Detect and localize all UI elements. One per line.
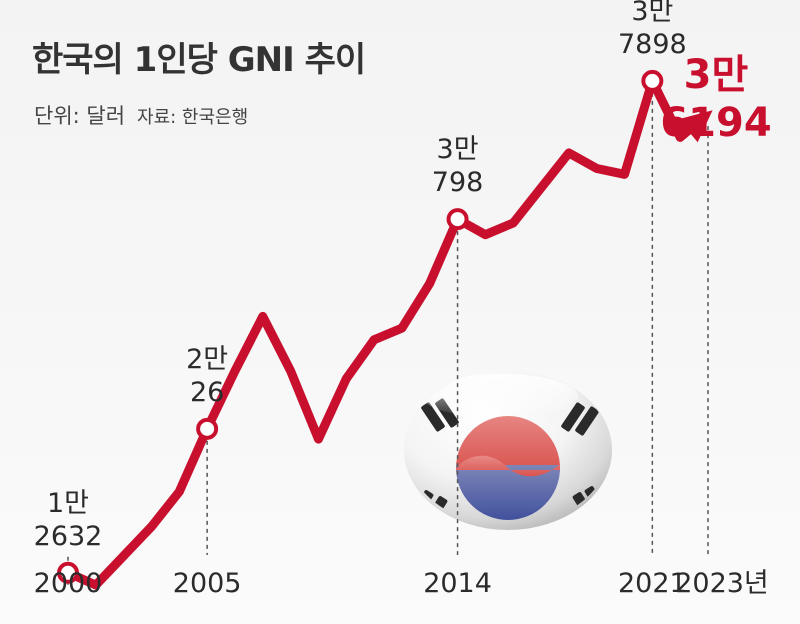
data-label-2023: 3만 6194 (660, 52, 771, 146)
marker-layer (57, 69, 664, 584)
data-label-2005: 2만 26 (186, 344, 228, 408)
series-layer (63, 76, 713, 590)
drop-lines (67, 92, 709, 585)
x-tick-label-2014: 2014 (423, 568, 492, 599)
unit-label: 단위: 달러 (34, 104, 126, 128)
x-tick-label-2021: 2021 (618, 568, 687, 599)
chart-title: 한국의 1인당 GNI 추이 (32, 40, 366, 80)
data-label-2021: 3만 7898 (618, 0, 687, 60)
x-tick-label-2005: 2005 (173, 568, 242, 599)
data-point-marker-2021 (641, 69, 664, 92)
unit-source-line: 단위: 달러 자료: 한국은행 (34, 100, 248, 130)
arrow-head-icon (678, 110, 713, 143)
data-label-2000: 1만 2632 (34, 488, 103, 552)
data-point-marker-2000 (57, 561, 79, 584)
data-point-marker-2014 (446, 208, 469, 231)
x-tick-label-2000: 2000 (34, 568, 103, 599)
data-label-2014: 3만 798 (432, 134, 484, 198)
source-label: 자료: 한국은행 (137, 107, 249, 128)
x-tick-label-2023: 2023년 (675, 568, 769, 599)
data-point-marker-2005 (196, 417, 219, 440)
gni-series-line (63, 76, 699, 590)
korean-flag-orb-icon (404, 370, 612, 530)
